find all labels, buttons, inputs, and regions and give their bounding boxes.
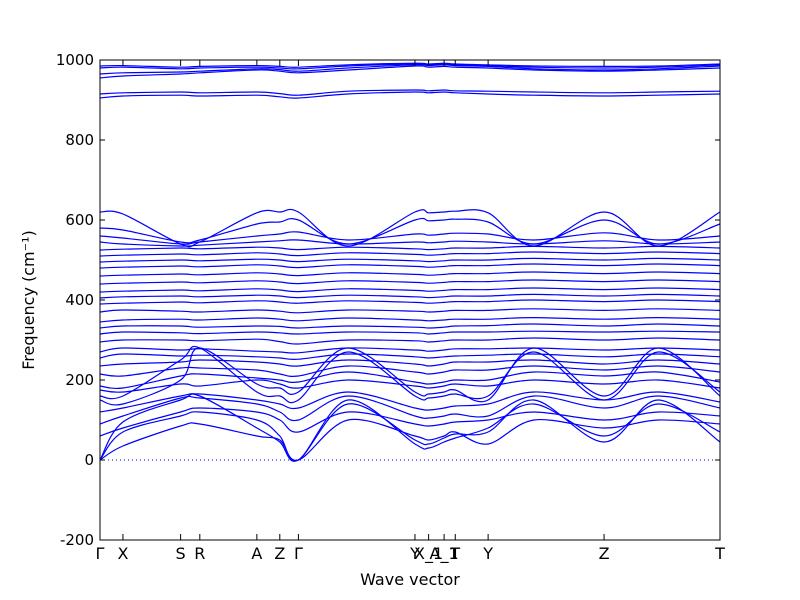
band-line-16 — [99, 330, 721, 335]
band-line-14 — [99, 347, 721, 354]
band-line-4 — [99, 407, 721, 437]
band-line-20 — [99, 299, 721, 305]
band-line-22 — [99, 287, 721, 293]
band-line-1 — [99, 393, 721, 462]
y-tick-label: -200 — [60, 531, 94, 549]
x-tick-label: T — [714, 544, 725, 563]
band-line-12 — [99, 359, 721, 367]
band-line-27 — [99, 251, 721, 257]
x-tick-label: A — [251, 544, 262, 563]
x-tick-label: R — [194, 544, 205, 563]
band-line-23 — [99, 279, 721, 285]
x-tick-label: X_1 — [414, 544, 443, 564]
x-tick-label: Y — [409, 544, 420, 563]
y-tick-label: 0 — [84, 451, 94, 469]
x-tick-label: S — [176, 544, 186, 563]
band-line-32 — [99, 208, 721, 248]
y-axis-label: Frequency (cm⁻¹) — [19, 230, 38, 369]
band-line-3 — [99, 418, 721, 461]
y-tick-label: 600 — [65, 211, 94, 229]
band-line-21 — [99, 293, 721, 299]
band-line-6 — [99, 391, 721, 413]
x-tick-label: A_1 — [430, 544, 459, 564]
band-line-34 — [99, 89, 721, 96]
x-tick-label: T — [449, 544, 460, 563]
band-line-13 — [99, 353, 721, 360]
band-line-5 — [99, 395, 721, 425]
y-tick-label: 200 — [65, 371, 94, 389]
y-tick-label: 800 — [65, 131, 94, 149]
band-line-24 — [99, 271, 721, 277]
band-line-10 — [99, 371, 721, 390]
band-line-17 — [99, 323, 721, 329]
band-line-11 — [99, 365, 721, 377]
band-line-2 — [99, 399, 721, 462]
band-line-8 — [99, 345, 721, 404]
x-tick-label: Z — [599, 544, 610, 563]
band-line-19 — [99, 308, 721, 314]
band-line-25 — [99, 263, 721, 269]
x-tick-label: Z — [274, 544, 285, 563]
band-line-33 — [99, 91, 721, 99]
band-line-26 — [99, 257, 721, 263]
x-tick-label: Γ — [96, 544, 105, 563]
x-tick-label: Y — [482, 544, 493, 563]
band-line-9 — [99, 379, 721, 393]
band-line-18 — [99, 316, 721, 323]
plot-frame — [99, 59, 721, 541]
band-line-15 — [99, 337, 721, 345]
band-line-28 — [99, 245, 721, 251]
y-tick-label: 1000 — [56, 51, 94, 69]
x-tick-label: X — [117, 544, 128, 563]
band-line-31 — [99, 217, 721, 245]
x-axis-label: Wave vector — [360, 570, 460, 589]
y-tick-label: 400 — [65, 291, 94, 309]
x-tick-label: Γ — [294, 544, 303, 563]
